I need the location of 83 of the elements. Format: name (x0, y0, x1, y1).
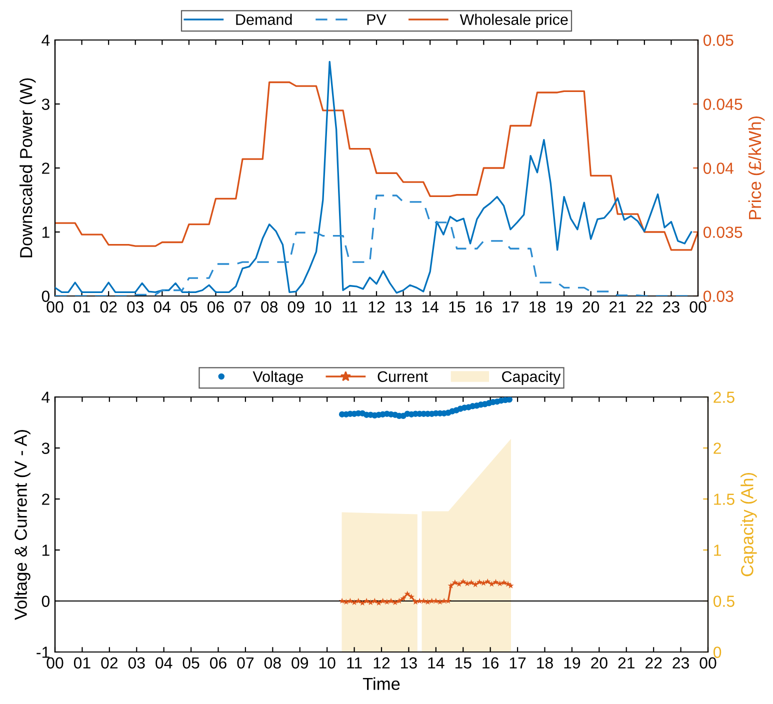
x-tick-label: 13 (396, 301, 412, 313)
y2-axis-title: Price (£/kWh) (748, 116, 765, 220)
x-tick-label: 03 (127, 301, 144, 313)
x-tick-label: 21 (610, 301, 626, 312)
legend-label: Current (378, 371, 428, 382)
y-tick-label: 4 (42, 392, 50, 403)
y-axis-title: Downscaled Power (W) (20, 78, 36, 258)
legend-label: Voltage (252, 370, 303, 386)
x-tick-label: 05 (182, 657, 200, 669)
y2-tick-label: 0.04 (703, 162, 734, 174)
x-tick-label: 16 (482, 657, 499, 669)
y-tick-label: 1 (42, 226, 50, 238)
x-tick-label: 23 (672, 657, 689, 669)
x-tick-label: 01 (74, 301, 90, 313)
y2-tick-label: 1.5 (714, 494, 734, 505)
y-tick-label: 1 (42, 544, 50, 556)
y2-tick-label: 0.5 (713, 596, 734, 607)
x-tick-label: 20 (591, 657, 608, 669)
y-tick-label: 0 (42, 290, 50, 302)
x-tick-label: 23 (663, 301, 680, 313)
x-tick-label: 06 (210, 657, 226, 669)
x-tick-label: 00 (690, 301, 706, 313)
x-tick-label: 09 (292, 657, 308, 669)
legend-label: Capacity (502, 370, 561, 386)
x-tick-label: 21 (618, 657, 634, 668)
x-tick-label: 14 (428, 657, 444, 668)
y-tick-label: 2 (42, 494, 50, 505)
x-tick-label: 12 (368, 301, 385, 312)
x-axis-title: Time (362, 677, 400, 690)
x-tick-label: 04 (154, 301, 171, 313)
x-tick-label: 08 (264, 657, 281, 669)
x-tick-label: 14 (422, 301, 438, 312)
y-tick-label: 0 (42, 596, 50, 607)
y-tick-label: 3 (42, 98, 50, 110)
x-tick-label: 22 (636, 301, 652, 312)
legend-label: Demand (236, 14, 292, 26)
x-tick-label: 15 (455, 657, 472, 669)
y2-tick-label: 1 (714, 544, 721, 556)
y2-tick-label: 0.035 (703, 226, 742, 238)
y-axis-title: Voltage & Current (V - A) (14, 430, 30, 620)
x-tick-label: 13 (401, 657, 417, 669)
x-tick-label: 10 (319, 657, 336, 669)
x-tick-label: 11 (347, 657, 362, 668)
legend-label: Wholesale price (460, 14, 568, 28)
x-tick-label: 10 (315, 301, 332, 313)
x-tick-label: 07 (234, 301, 251, 313)
y2-tick-label: 0.05 (703, 34, 734, 46)
x-tick-label: 18 (530, 301, 546, 313)
x-tick-label: 18 (537, 657, 553, 669)
y-tick-label: 3 (42, 442, 50, 454)
y2-tick-label: 0.045 (703, 98, 742, 110)
x-tick-label: 03 (128, 657, 145, 669)
y2-tick-label: 0.03 (703, 290, 734, 302)
x-tick-label: 22 (646, 657, 662, 668)
x-tick-label: 09 (288, 301, 304, 313)
x-tick-label: 19 (564, 657, 580, 669)
y2-tick-label: 2.5 (714, 392, 734, 403)
x-tick-label: 08 (261, 301, 278, 313)
x-tick-label: 12 (374, 657, 390, 668)
x-tick-label: 11 (342, 301, 358, 312)
y2-tick-label: 2 (714, 442, 721, 454)
x-tick-label: 15 (449, 301, 466, 313)
y-tick-label: 2 (42, 162, 50, 174)
x-tick-label: 02 (101, 657, 118, 669)
x-tick-label: 07 (237, 657, 254, 669)
x-tick-label: 06 (207, 301, 224, 313)
y2-axis-title: Capacity (Ah) (740, 472, 757, 576)
x-tick-label: 20 (582, 301, 600, 313)
y-tick-label: 4 (42, 34, 50, 46)
x-tick-label: 04 (156, 657, 172, 669)
legend-label: PV (367, 14, 386, 25)
x-tick-label: 17 (510, 657, 526, 668)
x-tick-label: 19 (556, 301, 572, 313)
x-tick-label: 02 (100, 301, 117, 313)
y-tick-label: -1 (36, 646, 50, 658)
x-tick-label: 00 (700, 657, 716, 669)
x-tick-label: 01 (74, 657, 90, 669)
y2-tick-label: 0 (713, 646, 722, 658)
x-tick-label: 00 (46, 301, 64, 313)
x-tick-label: 16 (476, 301, 492, 313)
x-tick-label: 00 (46, 657, 64, 669)
x-tick-label: 17 (502, 301, 519, 312)
x-tick-label: 05 (180, 301, 198, 313)
